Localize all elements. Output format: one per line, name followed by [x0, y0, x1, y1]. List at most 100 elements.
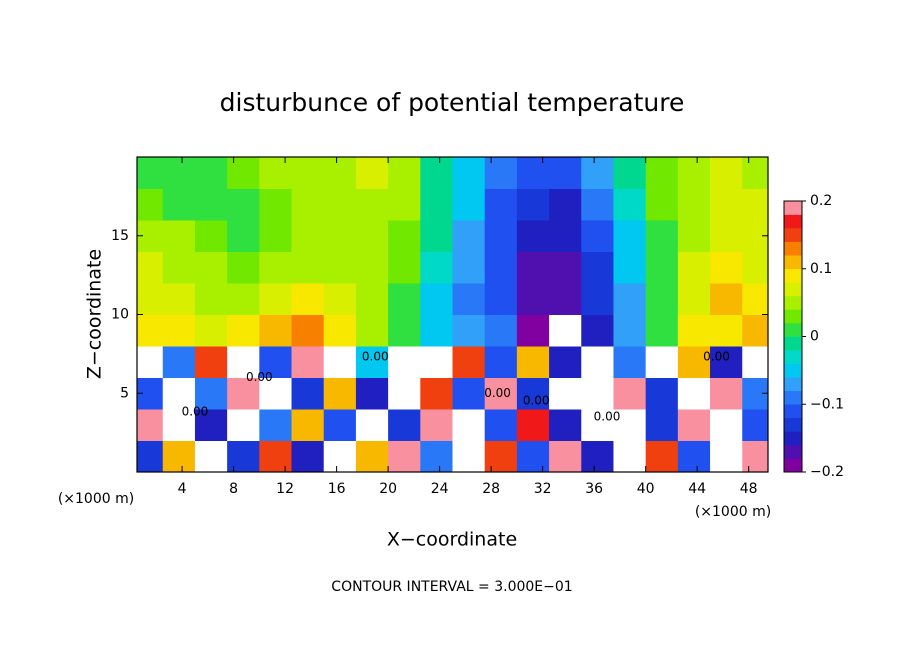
x-axis-label: X−coordinate	[387, 529, 517, 551]
heat-cell	[388, 220, 421, 252]
heat-cell	[742, 251, 769, 284]
heat-cell	[677, 440, 711, 473]
x-unit: (×1000 m)	[58, 491, 134, 507]
heat-cell	[194, 157, 228, 189]
heat-cell	[484, 251, 518, 284]
heat-cell	[645, 346, 679, 378]
y-tick-label: 5	[120, 385, 129, 401]
heat-cell	[484, 220, 518, 252]
heat-cell	[452, 346, 486, 378]
y-tick-label: 15	[111, 228, 129, 244]
heat-cell	[549, 283, 582, 315]
heat-cell	[259, 188, 293, 221]
heat-cell	[613, 440, 647, 473]
y-axis-label: Z−coordinate	[84, 249, 106, 379]
heat-cell	[581, 188, 614, 221]
heat-cell	[194, 346, 228, 378]
heat-cell	[355, 188, 389, 221]
heat-cell	[549, 188, 582, 221]
colorbar-tick-label: 0	[810, 329, 819, 345]
contour-label: 0.00	[484, 386, 511, 400]
heat-cell	[484, 188, 518, 221]
heat-cell	[645, 157, 679, 189]
heat-cell	[549, 157, 582, 189]
heat-cell	[259, 314, 293, 347]
heat-cell	[137, 251, 164, 284]
heat-cell	[516, 251, 550, 284]
heat-cell	[388, 188, 421, 221]
heat-cell	[645, 283, 679, 315]
heat-cell	[613, 188, 647, 221]
heat-cell	[742, 346, 769, 378]
heat-cell	[194, 188, 228, 221]
heat-cell	[388, 346, 421, 378]
colorbar-swatch	[784, 390, 802, 405]
colorbar-swatch	[784, 309, 802, 324]
heat-cell	[742, 157, 769, 189]
x-tick-label: 12	[276, 481, 294, 497]
colorbar-swatch	[784, 201, 802, 215]
colorbar-swatch	[784, 268, 802, 283]
heat-cell	[291, 188, 325, 221]
heat-cell	[710, 283, 743, 315]
heat-cell	[355, 440, 389, 473]
heat-cell	[452, 377, 486, 410]
heat-cell	[420, 409, 453, 441]
colorbar-swatch	[784, 255, 802, 270]
heat-cell	[677, 283, 711, 315]
heat-cell	[420, 188, 453, 221]
heat-cell	[581, 377, 614, 410]
heat-cell	[420, 157, 453, 189]
x-tick-label: 4	[178, 481, 187, 497]
heat-cell	[484, 314, 518, 347]
heat-cell	[194, 251, 228, 284]
heat-cell	[323, 283, 357, 315]
heat-cell	[323, 188, 357, 221]
heat-cell	[484, 377, 518, 410]
heat-cell	[227, 220, 260, 252]
heat-cell	[613, 220, 647, 252]
heat-cell	[355, 377, 389, 410]
heat-cell	[645, 220, 679, 252]
heat-cell	[137, 188, 164, 221]
heat-cell	[581, 157, 614, 189]
x-tick-label: 36	[585, 481, 603, 497]
heat-cell	[323, 440, 357, 473]
heat-cell	[484, 283, 518, 315]
colorbar-swatch	[784, 350, 802, 364]
heat-cell	[291, 346, 325, 378]
heat-cell	[581, 314, 614, 347]
heat-cell	[291, 157, 325, 189]
colorbar-tick-label: 0.1	[810, 261, 832, 277]
heat-cell	[420, 440, 453, 473]
colorbar-swatch	[784, 417, 802, 432]
heat-cell	[613, 314, 647, 347]
heat-cell	[420, 377, 453, 410]
heat-cell	[549, 409, 582, 441]
heat-cell	[259, 251, 293, 284]
heat-cell	[420, 251, 453, 284]
heat-cell	[452, 251, 486, 284]
heat-cell	[677, 157, 711, 189]
heat-cell	[194, 283, 228, 315]
heat-cell	[323, 346, 357, 378]
heat-cell	[227, 188, 260, 221]
colorbar-tick-label: 0.2	[810, 193, 832, 209]
colorbar-swatch	[784, 295, 802, 310]
x-tick-label: 20	[379, 481, 397, 497]
heat-cell	[452, 157, 486, 189]
contour-label: 0.00	[594, 409, 621, 423]
heat-cell	[259, 377, 293, 410]
heat-cell	[388, 377, 421, 410]
heat-cell	[162, 314, 196, 347]
colorbar-swatch	[784, 458, 802, 473]
heat-cell	[227, 251, 260, 284]
heat-cell	[355, 314, 389, 347]
colorbar-swatch	[784, 363, 802, 378]
heat-cell	[162, 251, 196, 284]
heat-cell	[613, 377, 647, 410]
heat-cell	[420, 346, 453, 378]
heat-cell	[516, 283, 550, 315]
heat-cell	[388, 440, 421, 473]
